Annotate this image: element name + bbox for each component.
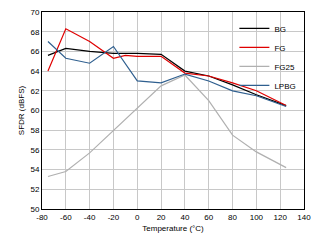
svg-text:140: 140 [297, 213, 311, 222]
svg-text:54: 54 [30, 165, 39, 174]
svg-text:60: 60 [204, 213, 213, 222]
svg-text:BG: BG [274, 25, 286, 34]
svg-text:FG25: FG25 [274, 63, 295, 72]
svg-text:Temperature (°C): Temperature (°C) [142, 224, 204, 233]
svg-text:100: 100 [250, 213, 264, 222]
svg-text:70: 70 [30, 8, 39, 17]
svg-text:-20: -20 [108, 213, 120, 222]
svg-text:50: 50 [30, 205, 39, 214]
svg-text:SFDR (dBFS): SFDR (dBFS) [17, 86, 26, 136]
svg-text:0: 0 [135, 213, 140, 222]
svg-text:80: 80 [228, 213, 237, 222]
svg-text:40: 40 [180, 213, 189, 222]
svg-text:64: 64 [30, 67, 39, 76]
svg-text:-60: -60 [60, 213, 72, 222]
svg-text:66: 66 [30, 47, 39, 56]
svg-text:58: 58 [30, 126, 39, 135]
svg-text:-40: -40 [84, 213, 96, 222]
svg-text:-80: -80 [36, 213, 48, 222]
svg-text:FG: FG [274, 44, 285, 53]
svg-text:LPBG: LPBG [274, 82, 295, 91]
svg-text:56: 56 [30, 146, 39, 155]
svg-text:68: 68 [30, 28, 39, 37]
svg-text:62: 62 [30, 87, 39, 96]
svg-text:52: 52 [30, 185, 39, 194]
svg-text:120: 120 [274, 213, 288, 222]
svg-text:20: 20 [157, 213, 166, 222]
svg-text:60: 60 [30, 106, 39, 115]
